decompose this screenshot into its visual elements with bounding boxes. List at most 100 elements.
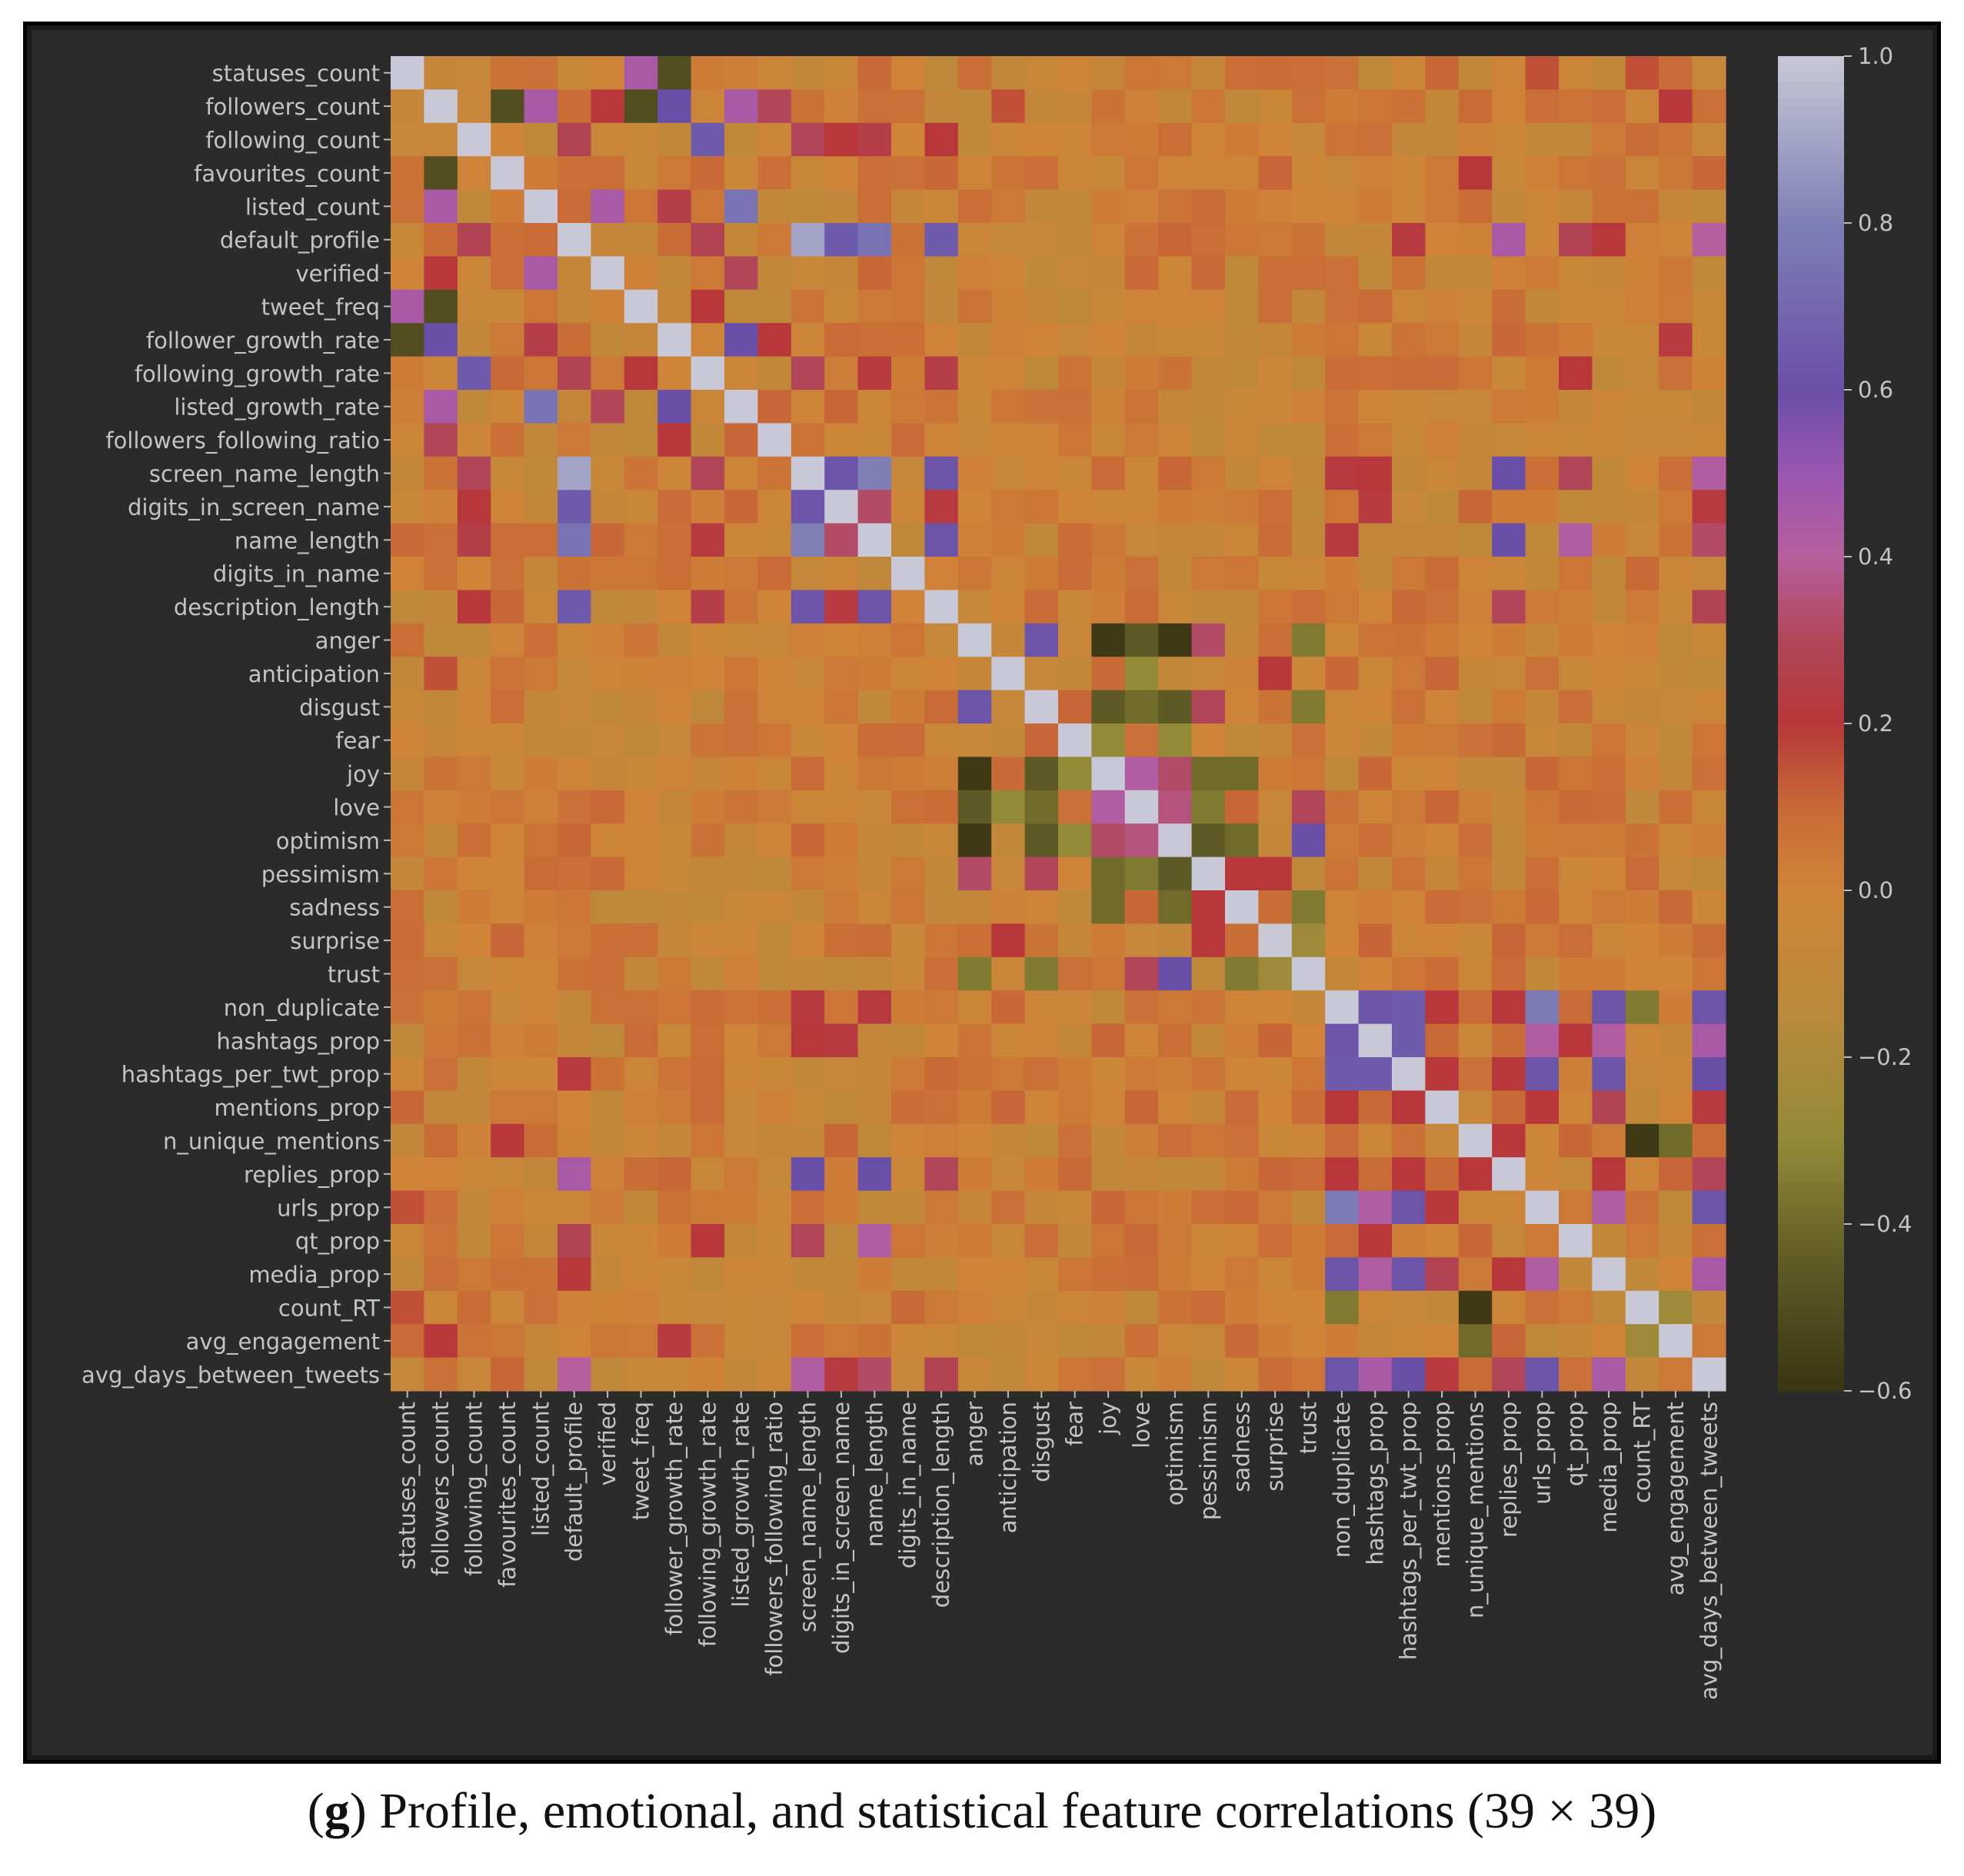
heatmap-cell (1058, 557, 1092, 590)
heatmap-cell (1291, 289, 1326, 324)
heatmap-cell (691, 790, 725, 824)
heatmap-cell (757, 1057, 792, 1091)
heatmap-cell (1625, 1090, 1659, 1125)
heatmap-cell (1625, 456, 1659, 491)
heatmap-cell (457, 256, 491, 291)
heatmap-cell (1191, 390, 1226, 424)
heatmap-cell (1291, 1123, 1326, 1158)
heatmap-cell (1592, 557, 1626, 590)
heatmap-cell (657, 890, 692, 924)
heatmap-cell (924, 56, 959, 90)
heatmap-cell (1191, 156, 1226, 191)
colorbar-segment (1778, 256, 1844, 266)
heatmap-cell (1592, 1190, 1626, 1225)
heatmap-cell (891, 390, 925, 424)
heatmap-cell (657, 156, 692, 191)
colorbar-segment (1778, 189, 1844, 199)
heatmap-cell (457, 890, 491, 924)
heatmap-cell (491, 1190, 525, 1225)
heatmap-cell (1158, 590, 1193, 624)
heatmap-cell (924, 1023, 959, 1058)
x-tick-label: digits_in_screen_name (828, 1402, 854, 1654)
colorbar-segment (1778, 648, 1844, 657)
heatmap-cell (991, 456, 1026, 491)
heatmap-cell (1392, 890, 1426, 924)
heatmap-cell (1024, 823, 1059, 858)
heatmap-cell (957, 590, 992, 624)
heatmap-cell (1592, 356, 1626, 391)
colorbar-segment (1778, 114, 1844, 124)
heatmap-cell (1158, 1257, 1193, 1292)
heatmap-cell (1659, 1057, 1693, 1091)
heatmap-cell (857, 823, 892, 858)
heatmap-cell (1024, 690, 1059, 724)
heatmap-cell (957, 1324, 992, 1359)
heatmap-cell (591, 1324, 625, 1359)
heatmap-cell (1024, 890, 1059, 924)
heatmap-cell (757, 757, 792, 791)
heatmap-cell (791, 356, 825, 391)
heatmap-cell (1024, 89, 1059, 124)
y-tick-label: anticipation (248, 661, 380, 687)
heatmap-cell (824, 690, 859, 724)
heatmap-cell (1392, 657, 1426, 691)
heatmap-cell (1425, 189, 1460, 224)
heatmap-cell (1525, 890, 1560, 924)
heatmap-cell (1625, 156, 1659, 191)
heatmap-cell (1559, 289, 1593, 324)
heatmap-cell (558, 1290, 591, 1325)
colorbar-segment (1778, 289, 1844, 299)
heatmap-cell (1191, 223, 1226, 257)
heatmap-cell (757, 1157, 792, 1192)
heatmap-cell (524, 823, 558, 858)
x-tick-label: favourites_count (494, 1402, 521, 1588)
heatmap-cell (924, 89, 959, 124)
heatmap-cell (1291, 256, 1326, 291)
heatmap-cell (558, 890, 591, 924)
heatmap-cell (1225, 823, 1259, 858)
heatmap-cell (1592, 490, 1626, 524)
heatmap-cell (757, 289, 792, 324)
heatmap-cell (1425, 1023, 1460, 1058)
heatmap-cell (391, 657, 424, 691)
heatmap-cell (1058, 390, 1092, 424)
heatmap-cell (1158, 1290, 1193, 1325)
heatmap-cell (1525, 523, 1560, 557)
x-tick-label: trust (1296, 1402, 1322, 1454)
y-tick-label: pessimism (261, 861, 380, 887)
heatmap-cell (391, 723, 424, 757)
heatmap-cell (1525, 990, 1560, 1025)
heatmap-cell (1258, 956, 1293, 991)
heatmap-cell (1024, 423, 1059, 457)
heatmap-cell (1358, 122, 1393, 157)
heatmap-cell (891, 423, 925, 457)
heatmap-cell (757, 122, 792, 157)
colorbar-segment (1778, 765, 1844, 774)
colorbar-segment (1778, 122, 1844, 132)
heatmap-cell (724, 289, 758, 324)
heatmap-cell (457, 1324, 491, 1359)
heatmap-cell (524, 1257, 558, 1292)
colorbar-segment (1778, 298, 1844, 308)
colorbar-segment (1778, 364, 1844, 374)
heatmap-cell (391, 1023, 424, 1058)
colorbar-segment (1778, 923, 1844, 933)
heatmap-cell (624, 623, 658, 657)
heatmap-cell (924, 890, 959, 924)
heatmap-cell (424, 857, 458, 891)
heatmap-cell (524, 956, 558, 991)
colorbar-segment (1778, 498, 1844, 507)
heatmap-cell (1225, 1090, 1259, 1125)
heatmap-cell (1592, 1224, 1626, 1258)
heatmap-cell (1659, 122, 1693, 157)
heatmap-cell (1325, 223, 1360, 257)
colorbar-tick-label: 1.0 (1858, 43, 1893, 69)
heatmap-cell (924, 1257, 959, 1292)
y-tick-label: fear (335, 728, 380, 754)
heatmap-cell (1692, 1190, 1726, 1225)
heatmap-cell (1525, 423, 1560, 457)
heatmap-cell (1458, 1023, 1493, 1058)
heatmap-cell (1258, 590, 1293, 624)
heatmap-cell (524, 456, 558, 491)
heatmap-cell (1024, 590, 1059, 624)
